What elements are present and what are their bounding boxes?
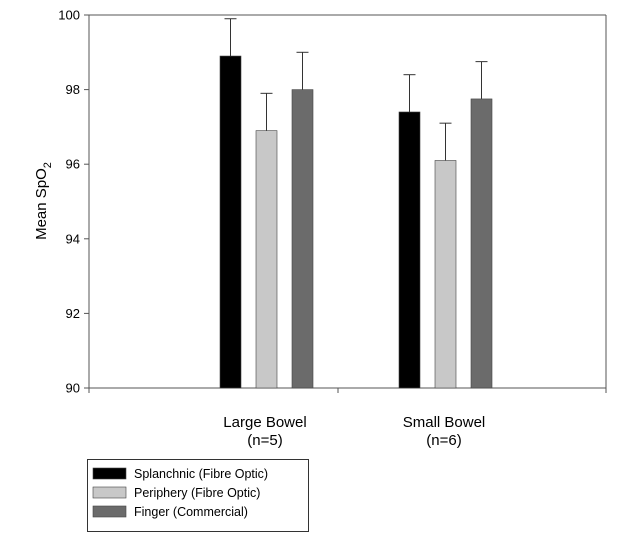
category-labels: Large Bowel(n=5) Small Bowel(n=6) xyxy=(223,414,485,449)
bar xyxy=(255,130,278,389)
y-axis-title-subscript: 2 xyxy=(42,162,54,168)
legend-swatch xyxy=(92,486,127,499)
legend-swatch xyxy=(92,467,127,480)
bar xyxy=(434,160,457,389)
y-axis-title: Mean SpO2 xyxy=(33,162,54,240)
x-category-label: Small Bowel xyxy=(403,414,486,431)
legend: Splanchnic (Fibre Optic) Periphery (Fibre… xyxy=(87,459,309,532)
axes xyxy=(88,14,607,389)
y-axis-title-main: Mean SpO xyxy=(33,168,50,240)
legend-label: Finger (Commercial) xyxy=(134,505,248,519)
legend-label: Periphery (Fibre Optic) xyxy=(134,486,260,500)
bar xyxy=(219,55,242,389)
y-tick-label: 98 xyxy=(66,82,80,97)
x-category-sublabel: (n=5) xyxy=(247,432,282,449)
y-tick-label: 96 xyxy=(66,157,80,172)
bar xyxy=(291,89,314,389)
bar xyxy=(470,98,493,389)
y-tick-label: 100 xyxy=(58,8,80,23)
y-tick-label: 90 xyxy=(66,381,80,396)
legend-label: Splanchnic (Fibre Optic) xyxy=(134,467,268,481)
legend-swatch xyxy=(92,505,127,518)
bars xyxy=(219,18,493,389)
y-tick-label: 92 xyxy=(66,306,80,321)
x-category-sublabel: (n=6) xyxy=(426,432,461,449)
bar xyxy=(398,111,421,389)
y-tick-label: 94 xyxy=(66,231,80,246)
x-category-label: Large Bowel xyxy=(223,414,306,431)
y-ticks: 90 92 94 96 98 100 xyxy=(58,8,607,396)
